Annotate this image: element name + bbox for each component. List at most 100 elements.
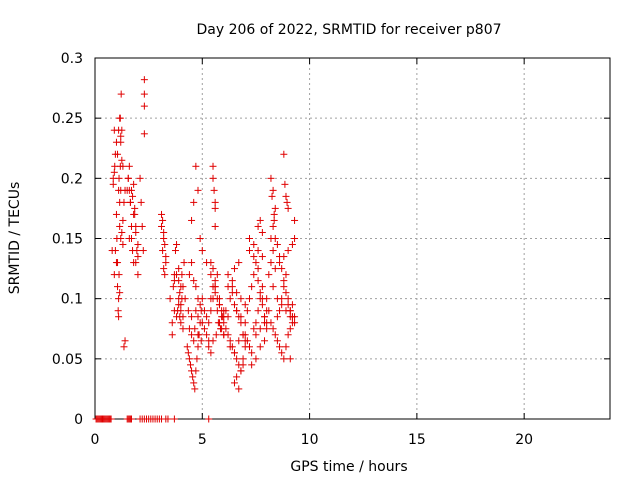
data-point	[270, 210, 278, 218]
data-point	[211, 222, 219, 230]
data-point	[138, 222, 146, 230]
data-point	[124, 174, 132, 182]
data-point	[243, 307, 251, 315]
data-point	[284, 295, 292, 303]
data-point	[125, 235, 133, 242]
data-point	[177, 307, 185, 315]
data-point	[159, 216, 167, 224]
data-point	[288, 241, 296, 249]
data-point	[188, 313, 196, 321]
data-point	[130, 180, 138, 188]
data-point	[230, 379, 238, 387]
data-point	[118, 228, 126, 236]
data-point	[177, 283, 185, 291]
data-point	[258, 228, 266, 236]
data-point	[126, 198, 134, 206]
data-point	[273, 337, 281, 345]
data-point	[114, 283, 122, 291]
data-point	[280, 355, 288, 363]
data-point	[276, 307, 284, 315]
data-point	[173, 271, 181, 279]
data-point	[250, 241, 258, 249]
data-point	[265, 271, 273, 279]
data-point	[273, 295, 281, 303]
data-point	[158, 210, 166, 218]
data-point	[261, 319, 269, 327]
data-point	[261, 337, 269, 345]
data-point	[117, 132, 125, 140]
data-point	[267, 259, 275, 267]
data-point	[233, 355, 241, 363]
data-point	[192, 283, 200, 291]
data-point	[164, 415, 172, 423]
data-point	[114, 307, 122, 315]
data-point	[280, 283, 288, 291]
data-point	[116, 289, 124, 297]
data-point	[281, 180, 289, 188]
data-point	[252, 331, 260, 339]
data-point	[269, 247, 277, 255]
data-point	[196, 301, 204, 309]
data-point	[241, 319, 249, 327]
data-point	[248, 283, 256, 291]
data-point	[117, 90, 125, 98]
data-point	[256, 325, 264, 333]
data-point	[207, 295, 215, 303]
data-point	[233, 307, 241, 315]
data-point	[194, 295, 202, 303]
data-point	[222, 307, 230, 315]
data-point	[188, 259, 196, 267]
data-point	[184, 349, 192, 357]
data-point	[286, 355, 294, 363]
data-point	[269, 222, 277, 230]
chart-title: Day 206 of 2022, SRMTID for receiver p80…	[196, 22, 501, 38]
data-point	[160, 228, 168, 236]
data-point	[258, 283, 266, 291]
data-point	[115, 186, 123, 194]
data-point	[205, 319, 213, 327]
data-point	[233, 373, 241, 381]
data-point	[190, 198, 198, 206]
x-tick-label: 10	[301, 432, 319, 448]
data-point	[192, 367, 200, 375]
data-point	[192, 162, 200, 170]
data-point	[237, 295, 245, 303]
data-point	[173, 241, 181, 249]
data-point	[125, 162, 133, 170]
data-point	[168, 319, 176, 327]
data-point	[246, 247, 253, 255]
data-point	[226, 343, 234, 351]
data-point	[115, 295, 123, 303]
data-point	[115, 313, 123, 321]
data-point	[132, 259, 140, 267]
data-point	[189, 373, 197, 381]
data-point	[261, 313, 269, 321]
data-point	[134, 271, 142, 279]
data-point	[220, 319, 228, 327]
y-axis-label: SRMTID / TECUs	[7, 182, 23, 295]
data-point	[125, 186, 133, 194]
data-point	[230, 301, 238, 309]
data-point	[136, 174, 144, 182]
data-point	[237, 367, 245, 375]
data-point	[112, 259, 120, 267]
data-point	[116, 114, 124, 122]
data-point	[207, 271, 215, 279]
data-point	[119, 216, 127, 224]
data-point	[211, 198, 219, 206]
data-point	[239, 355, 247, 363]
data-point	[248, 361, 256, 369]
data-point	[170, 277, 178, 285]
data-point	[278, 349, 286, 357]
data-point	[256, 343, 264, 351]
data-point	[175, 265, 183, 273]
data-point	[130, 210, 138, 218]
data-point	[212, 331, 220, 339]
data-point	[119, 241, 127, 249]
data-point	[252, 355, 260, 363]
data-point	[271, 331, 279, 339]
y-tick-label: 0.25	[52, 111, 83, 127]
data-point	[267, 174, 275, 182]
data-point	[109, 180, 117, 188]
